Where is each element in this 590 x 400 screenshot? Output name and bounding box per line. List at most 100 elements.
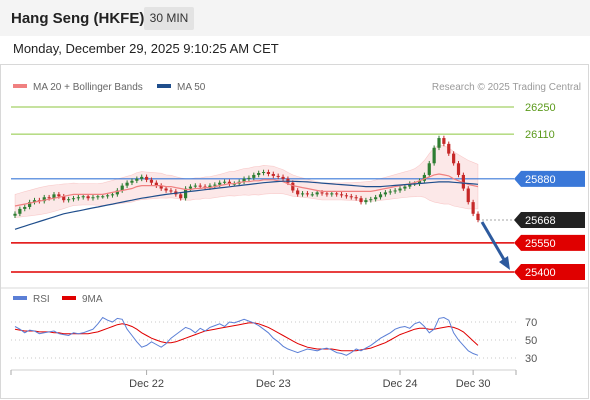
candle-body — [393, 190, 397, 192]
x-tick-label: Dec 22 — [129, 378, 164, 390]
timeframe-button[interactable]: 30 MIN — [144, 7, 194, 30]
candle-body — [359, 198, 363, 203]
candle-body — [106, 195, 110, 197]
candle-body — [135, 178, 139, 181]
candle-body — [417, 180, 422, 184]
candle-body — [305, 193, 310, 195]
candle-body — [369, 199, 373, 201]
level-label-25668: 25668 — [525, 215, 556, 227]
candle-body — [335, 193, 339, 195]
level-label-25400: 25400 — [525, 267, 556, 279]
candle-body — [374, 197, 378, 200]
candle-body — [325, 193, 329, 195]
candle-body — [71, 198, 76, 200]
level-label-25550: 25550 — [525, 238, 556, 250]
candle-body — [476, 213, 480, 220]
candle-body — [101, 196, 105, 198]
candle-body — [57, 194, 61, 197]
candle-body — [398, 188, 402, 191]
moving-averages — [14, 173, 479, 230]
candle-body — [364, 200, 368, 203]
watermark-text: Research © 2025 Trading Central — [432, 82, 581, 93]
level-labels: 26250 26110 25880 25668 25550 25400 — [514, 102, 585, 280]
forecast-arrow-shaft — [480, 221, 508, 264]
candle-body — [291, 182, 295, 191]
rsi-tick-50: 50 — [525, 335, 537, 347]
candle-body — [330, 193, 334, 195]
chart-frame — [0, 64, 589, 399]
candle-body — [183, 188, 188, 199]
candle-body — [354, 197, 358, 199]
candle-body — [86, 196, 90, 199]
candle-body — [247, 177, 251, 179]
candle-body — [125, 182, 129, 186]
candle-body — [28, 202, 32, 207]
candle-body — [188, 186, 193, 189]
candle-body — [13, 213, 17, 216]
rsi-9ma-line — [14, 322, 479, 352]
candle-body — [447, 143, 451, 154]
candle-body — [408, 183, 412, 187]
rsi-panel: 70 50 30 — [11, 316, 537, 365]
candle-body — [310, 194, 314, 196]
candle-body — [252, 174, 256, 178]
rsi-legend-swatch-1 — [62, 296, 76, 300]
timestamp-label: Monday, December 29, 2025 9:10:25 AM CET — [13, 41, 279, 56]
candle-body — [261, 172, 266, 174]
candle-body — [23, 206, 27, 209]
candle-body — [130, 180, 134, 183]
forecast-arrow-head — [499, 256, 510, 270]
candle-body — [344, 195, 349, 197]
x-tick-label: Dec 24 — [383, 378, 418, 390]
candle-body — [159, 185, 163, 189]
legend-label-0: MA 20 + Bollinger Bands — [33, 82, 143, 93]
candle-body — [67, 199, 71, 201]
candle-body — [222, 181, 227, 183]
main-legend: MA 20 + Bollinger Bands MA 50 — [13, 82, 206, 93]
candle-body — [271, 173, 275, 176]
candle-body — [154, 182, 158, 186]
candle-body — [388, 191, 392, 193]
level-label-26110: 26110 — [525, 129, 555, 141]
legend-swatch-1 — [157, 84, 171, 88]
candle-body — [432, 147, 436, 164]
rsi-tick-30: 30 — [525, 353, 537, 365]
candle-body — [62, 196, 66, 201]
legend-swatch-0 — [13, 84, 27, 88]
candle-body — [81, 196, 85, 198]
candle-body — [193, 185, 197, 187]
candle-body — [383, 192, 387, 195]
candle-body — [52, 194, 56, 199]
rsi-legend-label-0: RSI — [33, 294, 50, 305]
rsi-legend-swatch-0 — [13, 296, 27, 300]
candle-body — [96, 196, 100, 198]
instrument-title: Hang Seng (HKFE) — [11, 10, 145, 27]
rsi-legend: RSI 9MA — [13, 294, 103, 305]
candle-body — [461, 174, 465, 189]
candle-body — [120, 185, 124, 191]
candle-body — [320, 192, 324, 194]
rsi-legend-label-1: 9MA — [82, 294, 103, 305]
rsi-tick-70: 70 — [525, 317, 537, 329]
candle-body — [456, 163, 461, 175]
candle-body — [227, 181, 232, 184]
candle-body — [42, 197, 46, 202]
candle-body — [296, 190, 300, 195]
candle-body — [76, 197, 80, 199]
candle-body — [403, 186, 407, 189]
candle-body — [300, 193, 305, 195]
candle-body — [315, 192, 319, 195]
candle-body — [339, 194, 344, 196]
level-tag-25668 — [514, 211, 585, 228]
ma50-line — [14, 180, 479, 230]
x-tick-label: Dec 30 — [456, 378, 491, 390]
legend-label-1: MA 50 — [177, 82, 206, 93]
candle-body — [179, 194, 183, 199]
candle-body — [18, 208, 22, 214]
level-tag-25880 — [514, 170, 585, 187]
candle-body — [349, 196, 353, 198]
candle-body — [471, 202, 475, 214]
candle-body — [169, 190, 173, 192]
candle-body — [452, 153, 456, 164]
